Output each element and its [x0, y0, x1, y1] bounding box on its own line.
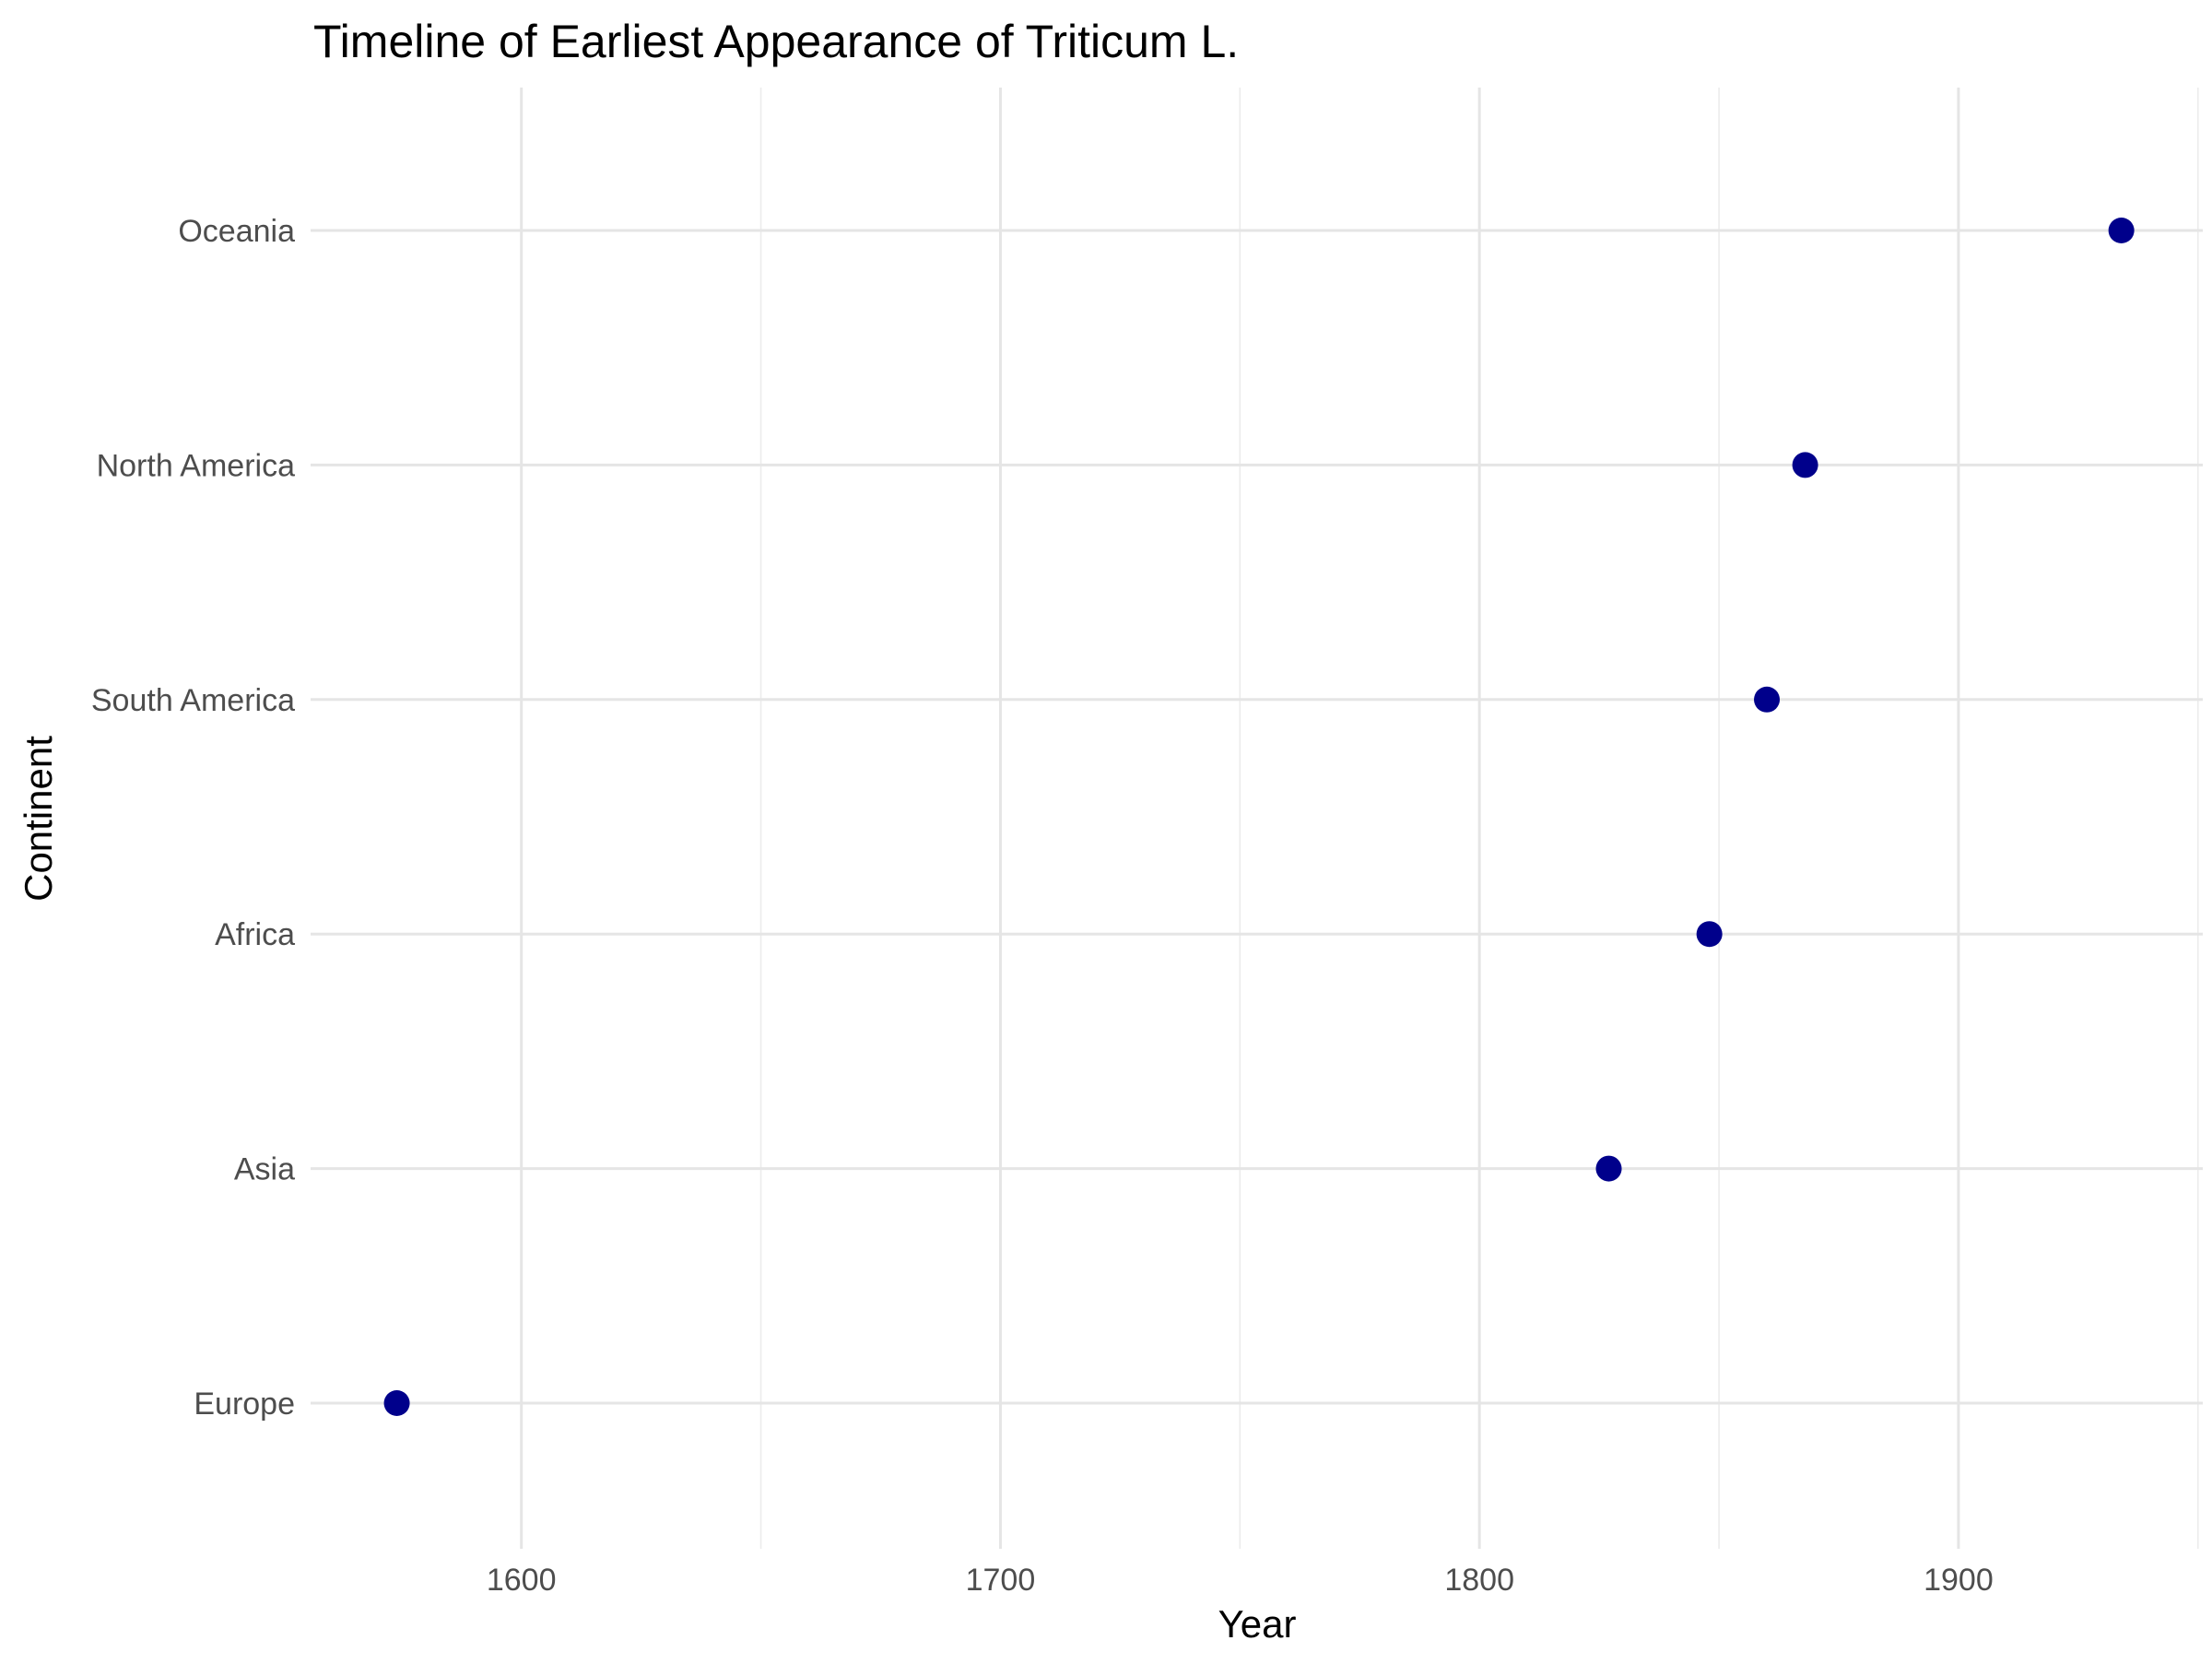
- x-tick-label-1800: 1800: [1444, 1563, 1514, 1598]
- x-axis-tick-labels: 1600 1700 1800 1900: [487, 1563, 1994, 1598]
- data-point-europe: [383, 1390, 410, 1416]
- minor-gridlines: [759, 88, 2199, 1549]
- data-points: [383, 218, 2135, 1416]
- x-tick-label-1600: 1600: [487, 1563, 557, 1598]
- data-point-oceania: [2108, 218, 2135, 243]
- y-tick-label-oceania: Oceania: [178, 214, 295, 249]
- major-gridlines: [311, 88, 2203, 1549]
- x-axis-title: Year: [1218, 1602, 1297, 1646]
- data-point-north-america: [1792, 452, 1818, 478]
- chart-title: Timeline of Earliest Appearance of Triti…: [313, 16, 1239, 67]
- y-axis-title: Continent: [17, 736, 60, 902]
- data-point-asia: [1595, 1155, 1622, 1182]
- y-tick-label-africa: Africa: [215, 917, 295, 952]
- y-axis-tick-labels: Europe Asia Africa South America North Ameri…: [91, 214, 295, 1422]
- y-tick-label-asia: Asia: [234, 1152, 295, 1187]
- data-point-africa: [1696, 921, 1723, 948]
- data-point-south-america: [1754, 686, 1781, 713]
- x-tick-label-1900: 1900: [1924, 1563, 1994, 1598]
- y-tick-label-south-america: South America: [91, 683, 295, 718]
- y-tick-label-europe: Europe: [194, 1387, 295, 1422]
- y-tick-label-north-america: North America: [97, 448, 295, 483]
- x-tick-label-1700: 1700: [966, 1563, 1036, 1598]
